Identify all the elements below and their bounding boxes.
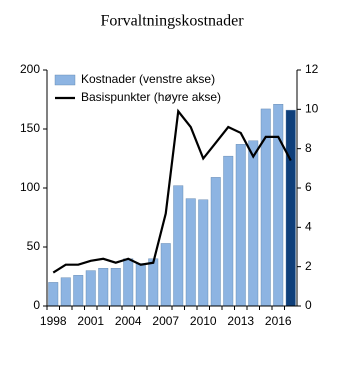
bar	[123, 258, 134, 307]
chart-title: Forvaltningskostnader	[100, 13, 244, 30]
y-tick-label: 100	[20, 180, 40, 194]
bar	[273, 104, 284, 307]
bar	[285, 109, 296, 307]
y-tick-label: 200	[20, 62, 40, 76]
y-tick-label: 150	[20, 121, 40, 135]
bar	[48, 282, 59, 307]
x-tick-label: 2007	[152, 314, 179, 328]
x-tick-label: 2016	[265, 314, 292, 328]
y2-tick-label: 12	[305, 62, 319, 76]
bar	[248, 140, 259, 307]
bar	[110, 268, 121, 307]
bar	[98, 268, 109, 307]
bar	[148, 258, 159, 307]
y2-tick-label: 4	[305, 220, 312, 234]
y2-tick-label: 0	[305, 298, 312, 312]
bar	[60, 277, 71, 307]
bar	[210, 177, 221, 307]
x-tick-label: 2001	[77, 314, 104, 328]
y-tick-label: 50	[27, 239, 41, 253]
bar	[135, 263, 146, 307]
y2-tick-label: 2	[305, 259, 312, 273]
bar	[85, 270, 96, 307]
y2-tick-label: 6	[305, 180, 312, 194]
x-tick-label: 2013	[227, 314, 254, 328]
legend-label: Basispunkter (høyre akse)	[81, 90, 221, 104]
bar	[160, 243, 171, 307]
y-tick-label: 0	[33, 298, 40, 312]
y2-tick-label: 10	[305, 102, 319, 116]
bar	[173, 185, 184, 307]
bar	[198, 199, 209, 307]
bar	[235, 144, 246, 307]
x-tick-label: 2004	[115, 314, 142, 328]
x-tick-label: 1998	[40, 314, 67, 328]
legend-label: Kostnader (venstre akse)	[81, 72, 215, 86]
bar	[223, 155, 234, 307]
bar	[185, 198, 196, 307]
bar	[73, 275, 84, 307]
y2-tick-label: 8	[305, 141, 312, 155]
legend-swatch	[54, 74, 76, 86]
line	[52, 108, 292, 274]
x-tick-label: 2010	[190, 314, 217, 328]
